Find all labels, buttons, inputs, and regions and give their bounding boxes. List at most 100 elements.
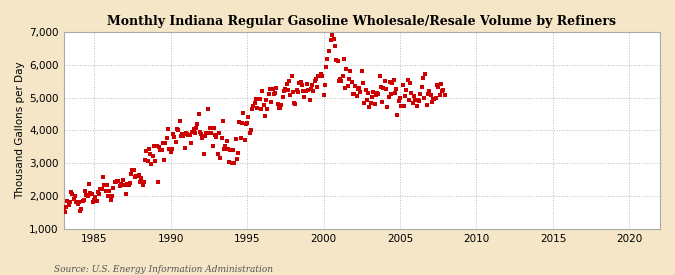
Point	[276, 103, 287, 108]
Point	[63, 203, 74, 208]
Point	[58, 207, 69, 212]
Point	[383, 95, 394, 99]
Point	[122, 182, 133, 186]
Point	[90, 195, 101, 199]
Point	[59, 210, 70, 214]
Point	[227, 148, 238, 152]
Point	[215, 155, 225, 160]
Point	[319, 83, 330, 87]
Point	[246, 128, 256, 132]
Point	[76, 207, 87, 211]
Point	[78, 198, 89, 202]
Point	[124, 181, 135, 185]
Point	[396, 104, 406, 108]
Point	[288, 90, 298, 95]
Point	[267, 87, 278, 91]
Point	[421, 102, 432, 107]
Point	[136, 176, 146, 180]
Point	[344, 77, 354, 81]
Point	[159, 158, 169, 163]
Point	[107, 194, 117, 199]
Point	[119, 182, 130, 187]
Point	[425, 93, 436, 97]
Point	[429, 97, 440, 101]
Point	[348, 91, 358, 96]
Point	[65, 200, 76, 204]
Point	[285, 93, 296, 98]
Point	[165, 150, 176, 154]
Point	[295, 80, 306, 84]
Point	[178, 134, 189, 138]
Point	[247, 106, 258, 111]
Point	[299, 95, 310, 99]
Point	[163, 127, 173, 131]
Point	[86, 191, 97, 196]
Point	[309, 79, 320, 83]
Point	[144, 147, 155, 152]
Point	[286, 74, 297, 78]
Point	[95, 187, 106, 192]
Point	[187, 130, 198, 134]
Point	[167, 147, 178, 151]
Point	[82, 194, 93, 199]
Point	[147, 154, 158, 158]
Point	[373, 91, 383, 96]
Point	[153, 180, 163, 184]
Point	[352, 86, 363, 91]
Point	[368, 90, 379, 94]
Point	[392, 112, 403, 117]
Point	[169, 135, 180, 139]
Point	[128, 167, 139, 172]
Point	[360, 88, 371, 93]
Point	[384, 80, 395, 84]
Point	[431, 83, 442, 87]
Point	[338, 74, 348, 79]
Point	[68, 197, 79, 202]
Point	[226, 161, 237, 165]
Point	[256, 106, 267, 111]
Point	[91, 199, 102, 204]
Point	[196, 131, 207, 136]
Point	[336, 79, 347, 83]
Point	[266, 100, 277, 104]
Point	[118, 178, 129, 182]
Point	[418, 95, 429, 100]
Point	[216, 136, 227, 140]
Point	[170, 139, 181, 144]
Point	[261, 98, 271, 103]
Point	[121, 192, 132, 196]
Point	[391, 87, 402, 91]
Point	[238, 111, 248, 115]
Point	[182, 131, 192, 136]
Point	[385, 91, 396, 96]
Point	[132, 174, 143, 178]
Point	[253, 97, 264, 101]
Point	[325, 18, 335, 23]
Point	[111, 180, 122, 184]
Point	[323, 49, 334, 53]
Point	[270, 91, 281, 95]
Point	[420, 72, 431, 76]
Point	[88, 197, 99, 202]
Point	[161, 136, 172, 141]
Point	[437, 89, 448, 93]
Point	[375, 85, 386, 90]
Point	[292, 88, 302, 92]
Point	[85, 191, 96, 195]
Point	[401, 88, 412, 93]
Point	[263, 91, 274, 96]
Point	[362, 90, 373, 95]
Point	[275, 106, 286, 110]
Point	[389, 91, 400, 96]
Point	[146, 162, 157, 166]
Point	[94, 191, 105, 196]
Point	[277, 95, 288, 99]
Point	[333, 79, 344, 83]
Point	[290, 101, 301, 106]
Point	[257, 89, 268, 94]
Point	[371, 92, 381, 97]
Point	[349, 92, 360, 96]
Point	[61, 205, 72, 210]
Point	[206, 131, 217, 135]
Point	[252, 105, 263, 110]
